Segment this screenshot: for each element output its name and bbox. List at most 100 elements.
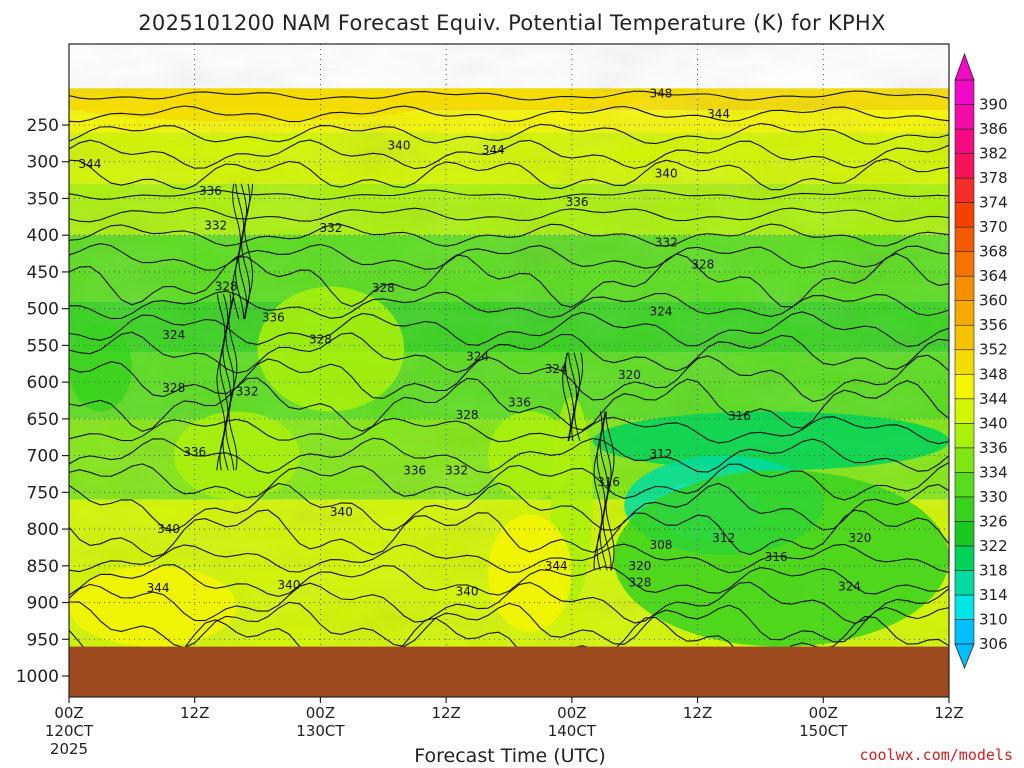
svg-text:324: 324 (649, 305, 672, 319)
contour-label: 320 (628, 559, 651, 573)
svg-text:340: 340 (330, 505, 353, 519)
contour-label: 328 (456, 408, 479, 422)
svg-text:328: 328 (628, 576, 651, 590)
colorbar-label: 352 (979, 341, 1008, 359)
contour-label: 328 (691, 258, 714, 272)
contour-label: 324 (838, 579, 861, 593)
plot-area: 348 344 344 344 340 340 336 336 332 332 332 328 328 3… (69, 44, 949, 697)
contour-label: 344 (78, 157, 101, 171)
contour-label: 344 (482, 143, 505, 157)
y-tick-label: 350 (27, 189, 59, 209)
colorbar-label: 374 (979, 194, 1008, 212)
colorbar-swatch (954, 594, 975, 620)
contour-line (238, 183, 248, 320)
contour-line (69, 243, 949, 271)
contour-label: 316 (765, 550, 788, 564)
svg-text:324: 324 (162, 328, 185, 342)
contour-label: 316 (597, 475, 620, 489)
svg-text:328: 328 (215, 280, 238, 294)
svg-text:336: 336 (403, 463, 426, 477)
y-tick-label: 950 (27, 630, 59, 650)
svg-text:308: 308 (649, 538, 672, 552)
contour-line (69, 377, 949, 432)
contour-label: 332 (319, 221, 342, 235)
colorbar-swatch (954, 324, 975, 351)
contour-label: 340 (278, 578, 301, 592)
colorbar-label: 318 (979, 561, 1008, 579)
field-feature (69, 323, 132, 412)
colorbar-label: 326 (979, 512, 1008, 530)
contour-line (69, 90, 949, 101)
contour-label: 320 (848, 531, 871, 545)
contour-label: 332 (204, 219, 227, 233)
svg-text:324: 324 (466, 349, 489, 363)
y-tick-label: 800 (27, 520, 59, 540)
svg-text:320: 320 (618, 368, 641, 382)
svg-text:340: 340 (456, 585, 479, 599)
contour-line (69, 482, 949, 532)
contour-label: 344 (707, 107, 730, 121)
y-tick-label: 450 (27, 263, 59, 283)
contour-line (69, 543, 949, 574)
contour-line (69, 581, 949, 624)
x-axis-label: Forecast Time (UTC) (414, 745, 605, 767)
contour-label: 340 (157, 522, 180, 536)
svg-text:316: 316 (597, 475, 620, 489)
colorbar-swatch (954, 423, 975, 449)
svg-text:344: 344 (707, 107, 730, 121)
colorbar: 306 310 314 318 322 326 330 334 336 340 344 348 352 3… (954, 52, 1008, 670)
contour-line (69, 437, 949, 474)
y-tick-label: 750 (27, 483, 59, 503)
x-tick-date: 120CT (45, 722, 94, 740)
y-tick-label: 500 (27, 300, 59, 320)
svg-text:348: 348 (649, 86, 672, 100)
contour-line (228, 293, 238, 471)
contour-line (225, 293, 235, 471)
contour-label: 336 (566, 195, 589, 209)
colorbar-label: 306 (979, 635, 1008, 653)
colorbar-label: 322 (979, 537, 1008, 555)
contour-line (69, 462, 949, 501)
colorbar-swatch (954, 349, 975, 375)
colorbar-label: 378 (979, 169, 1008, 187)
contour-line (574, 352, 583, 442)
colorbar-label: 330 (979, 488, 1008, 506)
svg-text:316: 316 (765, 550, 788, 564)
svg-text:344: 344 (482, 143, 505, 157)
contour-line (571, 352, 581, 441)
svg-text:336: 336 (199, 184, 222, 198)
x-tick-label: 12Z (180, 704, 209, 722)
contour-line (605, 411, 615, 571)
x-tick-label: 12Z (683, 704, 712, 722)
colorbar-label: 344 (979, 390, 1008, 408)
contour-line (602, 411, 612, 571)
svg-text:328: 328 (309, 333, 332, 347)
colorbar-swatch (954, 251, 975, 277)
colorbar-label: 382 (979, 145, 1008, 163)
colorbar-swatch (954, 447, 975, 473)
contour-line (69, 311, 949, 348)
contour-label: 340 (388, 139, 411, 153)
ground-surface (69, 646, 949, 697)
svg-text:312: 312 (712, 531, 735, 545)
contour-line (69, 189, 949, 201)
colorbar-swatch (954, 521, 975, 547)
svg-text:336: 336 (183, 445, 206, 459)
contour-label: 348 (649, 86, 672, 100)
contour-label: 308 (649, 538, 672, 552)
x-tick-date: 130CT (296, 722, 345, 740)
svg-text:320: 320 (628, 559, 651, 573)
contour-label: 336 (199, 184, 222, 198)
contour-lines (69, 90, 949, 671)
x-tick-label: 12Z (431, 704, 460, 722)
contour-line (69, 564, 949, 597)
contour-line (69, 139, 949, 170)
x-tick-label: 00Z (557, 704, 586, 722)
svg-text:332: 332 (655, 236, 678, 250)
contour-line (69, 223, 949, 247)
colorbar-swatch (954, 545, 975, 571)
colorbar-swatch (954, 373, 975, 400)
colorbar-label: 348 (979, 365, 1008, 383)
watermark: coolwx.com/models (859, 746, 1013, 764)
plot-frame (68, 43, 950, 698)
